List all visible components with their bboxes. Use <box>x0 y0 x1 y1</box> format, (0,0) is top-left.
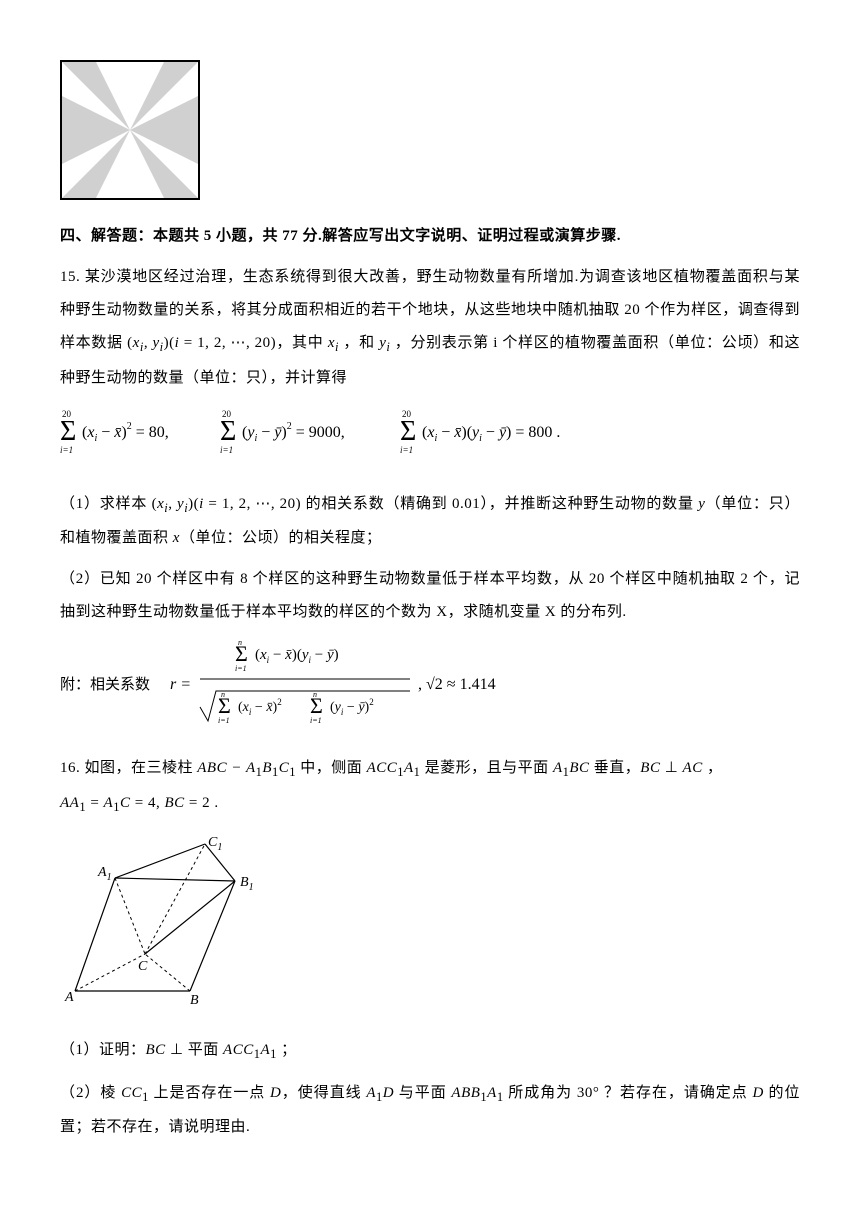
question-16: 16. 如图，在三棱柱 ABC − A1B1C1 中，侧面 ACC1A1 是菱形… <box>60 752 800 1144</box>
svg-text:A: A <box>64 990 74 1005</box>
q16-condition: AA1 = A1C = 4, BC = 2 . <box>60 787 800 822</box>
svg-text:(yi − ȳ)2 = 9000,: (yi − ȳ)2 = 9000, <box>242 421 345 444</box>
q15-part2: （2）已知 20 个样区中有 8 个样区的这种野生动物数量低于样本平均数，从 2… <box>60 563 800 629</box>
svg-text:(xi − x̄)(yi − ȳ) = 800 .: (xi − x̄)(yi − ȳ) = 800 . <box>422 424 560 444</box>
svg-text:20: 20 <box>222 409 232 419</box>
prism-diagram: A B C A1 B1 C1 <box>60 836 800 1019</box>
svg-text:, √2 ≈ 1.414: , √2 ≈ 1.414 <box>418 676 496 693</box>
svg-text:Σ: Σ <box>400 416 416 447</box>
svg-text:r =: r = <box>170 676 191 693</box>
q15-xi: xi <box>328 335 339 351</box>
svg-text:20: 20 <box>402 409 412 419</box>
q15-data-expr: (xi, yi)(i = 1, 2, ⋯, 20) <box>127 335 276 351</box>
q15-intro2: ，其中 <box>276 335 328 351</box>
svg-text:i=1: i=1 <box>310 716 322 725</box>
pinwheel-figure <box>60 60 200 200</box>
svg-text:(yi − ȳ)2: (yi − ȳ)2 <box>330 697 374 717</box>
section-title: 四、解答题：本题共 5 小题，共 77 分.解答应写出文字说明、证明过程或演算步… <box>60 220 800 253</box>
svg-text:B1: B1 <box>240 875 254 893</box>
q16-part2: （2）棱 CC1 上是否存在一点 D，使得直线 A1D 与平面 ABB1A1 所… <box>60 1077 800 1145</box>
q16-number: 16. <box>60 760 80 776</box>
q16-part1: （1）证明：BC ⊥ 平面 ACC1A1 ； <box>60 1034 800 1069</box>
svg-text:Σ: Σ <box>220 416 236 447</box>
pinwheel-svg <box>62 62 198 198</box>
q15-number: 15. <box>60 269 80 285</box>
svg-text:n: n <box>238 639 242 647</box>
q15-text: 15. 某沙漠地区经过治理，生态系统得到很大改善，野生动物数量有所增加.为调查该… <box>60 261 800 395</box>
svg-text:(xi − x̄)2: (xi − x̄)2 <box>238 697 282 717</box>
svg-text:(xi − x̄)(yi − ȳ): (xi − x̄)(yi − ȳ) <box>255 647 339 665</box>
svg-text:B: B <box>190 993 199 1006</box>
svg-text:20: 20 <box>62 409 72 419</box>
q16-text: 16. 如图，在三棱柱 ABC − A1B1C1 中，侧面 ACC1A1 是菱形… <box>60 752 800 787</box>
svg-text:i=1: i=1 <box>235 664 247 673</box>
svg-text:i=1: i=1 <box>60 445 73 455</box>
svg-text:i=1: i=1 <box>218 716 230 725</box>
svg-text:i=1: i=1 <box>220 445 233 455</box>
q15-appendix-formula: 附：相关系数 r = Σ n i=1 (xi − x̄)(yi − ȳ) Σ n… <box>60 639 800 742</box>
q15-yi: yi <box>379 335 390 351</box>
svg-text:i=1: i=1 <box>400 445 413 455</box>
svg-text:A1: A1 <box>97 865 112 883</box>
q15-intro3: ，和 <box>339 335 379 351</box>
q15-sum-formula: Σ 20 i=1 (xi − x̄)2 = 80, Σ 20 i=1 (yi −… <box>60 405 800 478</box>
svg-text:Σ: Σ <box>60 416 76 447</box>
question-15: 15. 某沙漠地区经过治理，生态系统得到很大改善，野生动物数量有所增加.为调查该… <box>60 261 800 742</box>
svg-text:n: n <box>221 690 225 699</box>
svg-text:附：相关系数: 附：相关系数 <box>60 676 150 693</box>
svg-text:(xi − x̄)2 = 80,: (xi − x̄)2 = 80, <box>82 421 169 444</box>
svg-text:C: C <box>138 959 148 974</box>
svg-text:n: n <box>313 690 317 699</box>
q15-part1: （1）求样本 (xi, yi)(i = 1, 2, ⋯, 20) 的相关系数（精… <box>60 488 800 556</box>
